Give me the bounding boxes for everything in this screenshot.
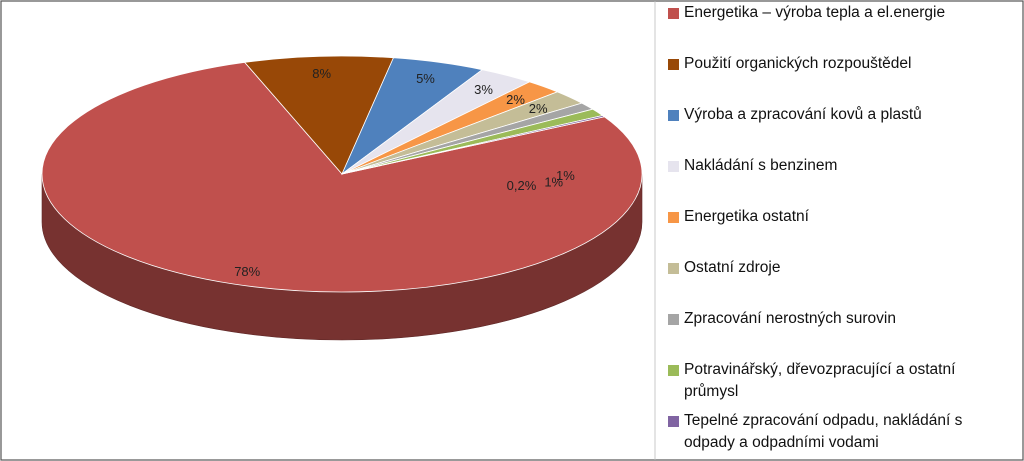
data-label-3: 5%	[416, 71, 435, 86]
data-labels-group: 78% 8% 5% 3% 2% 2% 1%1% 0,2%	[234, 66, 575, 279]
legend-item: Použití organických rozpouštědel	[668, 55, 911, 72]
pie-slice-2	[243, 55, 395, 175]
legend-label: Ostatní zdroje	[684, 259, 781, 276]
legend-swatch	[668, 110, 679, 121]
data-label-7: 1%	[556, 168, 575, 183]
legend-label: Energetika – výroba tepla a el.energie	[684, 4, 945, 21]
legend-swatch	[668, 59, 679, 70]
legend-label: průmysl	[684, 383, 738, 400]
data-label-6: 2%	[529, 101, 548, 116]
legend-item: Potravinářský, dřevozpracující a ostatní…	[668, 361, 956, 400]
legend-label: Výroba a zpracování kovů a plastů	[684, 106, 922, 123]
pie-slice-1	[41, 61, 643, 293]
data-label-1: 78%	[234, 264, 260, 279]
legend: Energetika – výroba tepla a el.energie Po…	[654, 1, 963, 460]
legend-swatch	[668, 8, 679, 19]
data-label-8: 1%	[544, 174, 563, 189]
legend-label: odpady a odpadními vodami	[684, 434, 879, 451]
data-label-9: 0,2%	[507, 178, 537, 193]
legend-label: Nakládání s benzinem	[684, 157, 837, 174]
data-label-5: 2%	[506, 92, 525, 107]
legend-item: Výroba a zpracování kovů a plastů	[668, 106, 922, 123]
pie-slice-9	[341, 115, 606, 175]
legend-swatch	[668, 365, 679, 376]
legend-label: Tepelné zpracování odpadu, nakládání s	[684, 412, 963, 429]
legend-item: Energetika ostatní	[668, 208, 810, 225]
legend-swatch	[668, 161, 679, 172]
legend-item: Nakládání s benzinem	[668, 157, 837, 174]
legend-label: Zpracování nerostných surovin	[684, 310, 896, 327]
legend-label: Potravinářský, dřevozpracující a ostatní	[684, 361, 956, 378]
data-label-2: 8%	[312, 66, 331, 81]
legend-swatch	[668, 263, 679, 274]
legend-item: Zpracování nerostných surovin	[668, 310, 896, 327]
legend-item: Tepelné zpracování odpadu, nakládání s od…	[668, 412, 963, 451]
legend-swatch	[668, 212, 679, 223]
legend-label: Energetika ostatní	[684, 208, 810, 225]
legend-item: Energetika – výroba tepla a el.energie	[668, 4, 945, 21]
data-label-4: 3%	[474, 82, 493, 97]
legend-item: Ostatní zdroje	[668, 259, 781, 276]
legend-swatch	[668, 416, 679, 427]
pie-top-group	[41, 55, 643, 293]
legend-swatch	[668, 314, 679, 325]
legend-label: Použití organických rozpouštědel	[684, 55, 911, 72]
